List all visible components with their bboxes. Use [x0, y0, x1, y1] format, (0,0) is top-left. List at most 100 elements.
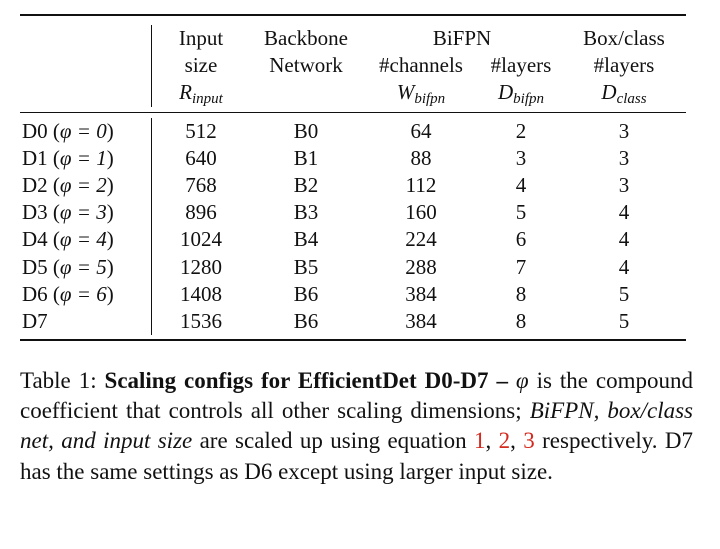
- header-bifpn-layers: #layers: [490, 53, 552, 78]
- table-cell-channels: 112: [405, 173, 437, 198]
- header-backbone-line1: Backbone: [264, 26, 348, 50]
- phi-coefficient: φ = 0: [59, 118, 107, 143]
- table-cell-box-layers: 5: [618, 281, 630, 306]
- model-label: D2 (: [22, 173, 60, 198]
- row-model-name: D0 (φ = 0): [20, 117, 152, 145]
- table-cell-channels: 384: [405, 281, 437, 306]
- scaling-configs-table: Input Backbone BiFPN Box/class size Netw…: [20, 14, 686, 342]
- row-model-name: D3 (φ = 3): [20, 199, 152, 227]
- caption-text-3: respectively. D7 has the same settings a…: [20, 428, 693, 484]
- table-cell-box-layers: 3: [618, 118, 630, 143]
- table-bottom-rule: [20, 339, 686, 342]
- header-bifpn-group: BiFPN: [432, 26, 492, 50]
- phi-coefficient: φ = 3: [59, 200, 107, 225]
- table-cell-box-layers: 4: [618, 227, 630, 252]
- header-backbone-blank: [250, 79, 362, 106]
- row-model-name: D2 (φ = 2): [20, 172, 152, 200]
- model-label: D0 (: [22, 118, 60, 143]
- header-bifpn-channels-symbol: Wbifpn: [396, 80, 446, 108]
- table-cell-channels: 288: [405, 254, 437, 279]
- table-cell-bifpn-layers: 6: [515, 227, 527, 252]
- header-blank: [20, 52, 152, 80]
- row-model-name: D4 (φ = 4): [20, 226, 152, 254]
- model-label: D3 (: [22, 200, 60, 225]
- caption-italic-text: BiFPN, box/class net, and input size: [20, 398, 694, 454]
- model-label: D7: [22, 309, 48, 334]
- row-model-name: D7: [20, 308, 152, 336]
- phi-coefficient: φ = 5: [59, 254, 107, 279]
- table-cell-backbone: B4: [293, 227, 319, 252]
- equation-ref-3-link[interactable]: 3: [523, 428, 535, 454]
- equation-ref-2-link[interactable]: 2: [498, 428, 511, 454]
- row-model-name: D6 (φ = 6): [20, 280, 152, 309]
- table-cell-input-size: 1280: [180, 254, 222, 279]
- header-boxclass-symbol: Dclass: [601, 80, 647, 108]
- table-cell-input-size: 1024: [180, 227, 222, 252]
- table-cell-backbone: B6: [293, 309, 319, 334]
- table-cell-input-size: 1408: [180, 281, 222, 306]
- table-cell-backbone: B0: [293, 118, 319, 143]
- table-cell-bifpn-layers: 4: [515, 173, 527, 198]
- table-cell-backbone: B1: [293, 145, 319, 170]
- table-body: D0 (φ = 0) 512 B0 64 2 3 D1 (φ = 1) 640 B1 88 3 3 D2…: [20, 113, 686, 336]
- header-boxclass-line1: Box/class: [583, 26, 665, 50]
- caption-phi-symbol: φ: [515, 368, 529, 393]
- model-label: D4 (: [22, 227, 60, 252]
- header-input-size-line2: size: [184, 53, 218, 78]
- model-label: D1 (: [22, 145, 60, 170]
- table-cell-bifpn-layers: 8: [515, 309, 527, 334]
- table-cell-input-size: 1536: [180, 309, 222, 334]
- phi-coefficient: φ = 4: [59, 227, 107, 252]
- table-cell-bifpn-layers: 5: [515, 200, 527, 225]
- table-top-rule: [20, 14, 686, 16]
- header-backbone-line2: Network: [269, 53, 343, 78]
- close-paren: ): [106, 227, 114, 252]
- close-paren: ): [106, 254, 114, 279]
- table-cell-channels: 64: [410, 118, 432, 143]
- row-model-name: D5 (φ = 5): [20, 253, 152, 281]
- close-paren: ): [106, 145, 114, 170]
- close-paren: ): [106, 118, 114, 143]
- phi-coefficient: φ = 2: [59, 173, 107, 198]
- phi-coefficient: φ = 6: [59, 281, 107, 306]
- equation-ref-1-link[interactable]: 1: [474, 428, 486, 454]
- header-blank: [20, 79, 152, 107]
- table-cell-bifpn-layers: 2: [515, 118, 527, 143]
- caption-text-1: is the compound coefficient that control…: [20, 368, 693, 424]
- table-cell-bifpn-layers: 8: [515, 281, 527, 306]
- table-header: Input Backbone BiFPN Box/class size Netw…: [20, 16, 686, 107]
- table-cell-input-size: 896: [185, 200, 217, 225]
- table-cell-channels: 88: [410, 145, 432, 170]
- caption-separator: ,: [485, 428, 499, 454]
- table-cell-backbone: B5: [293, 254, 319, 279]
- close-paren: ): [106, 200, 114, 225]
- table-cell-channels: 384: [405, 309, 437, 334]
- table-cell-bifpn-layers: 7: [515, 254, 527, 279]
- header-blank: [20, 25, 152, 53]
- model-label: D5 (: [22, 254, 60, 279]
- table-cell-backbone: B3: [293, 200, 319, 225]
- close-paren: ): [106, 173, 114, 198]
- table-cell-box-layers: 5: [618, 309, 630, 334]
- close-paren: ): [106, 281, 114, 306]
- model-label: D6 (: [22, 281, 60, 306]
- header-input-size-line1: Input: [178, 26, 224, 50]
- table-cell-box-layers: 3: [618, 173, 630, 198]
- caption-separator: ,: [510, 428, 524, 454]
- table-cell-bifpn-layers: 3: [515, 145, 527, 170]
- caption-label: Table 1:: [20, 368, 105, 393]
- table-cell-channels: 224: [405, 227, 437, 252]
- header-bifpn-channels: #channels: [379, 53, 463, 78]
- header-bifpn-layers-symbol: Dbifpn: [497, 80, 544, 108]
- table-caption: Table 1: Scaling configs for EfficientDe…: [20, 366, 693, 487]
- table-cell-input-size: 512: [185, 118, 217, 143]
- row-model-name: D1 (φ = 1): [20, 144, 152, 173]
- table-cell-box-layers: 3: [618, 145, 630, 170]
- header-input-size-symbol: Rinput: [179, 80, 223, 108]
- table-cell-box-layers: 4: [618, 254, 630, 279]
- caption-bold-title: Scaling configs for EfficientDet D0-D7 –: [104, 368, 516, 393]
- table-cell-box-layers: 4: [618, 200, 630, 225]
- table-cell-input-size: 640: [185, 145, 217, 170]
- table-cell-backbone: B2: [293, 173, 319, 198]
- table-cell-input-size: 768: [185, 173, 217, 198]
